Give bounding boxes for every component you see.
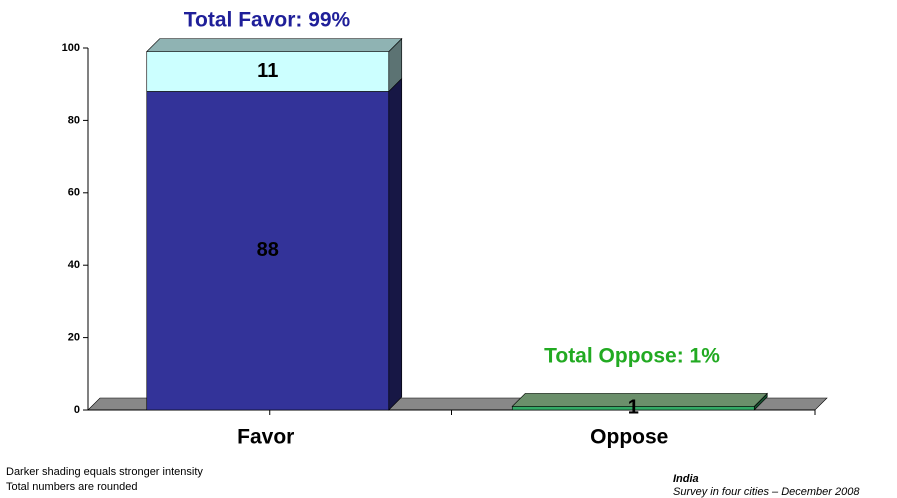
x-tick-label: Oppose — [590, 426, 668, 449]
y-tick-label: 80 — [68, 114, 80, 126]
data-label: 88 — [257, 239, 279, 261]
bar — [146, 91, 390, 411]
y-tick-label: 60 — [68, 187, 80, 199]
bar-top — [146, 38, 403, 52]
data-label: 11 — [257, 60, 278, 82]
y-tick-label: 40 — [68, 259, 80, 271]
y-tick-label: 0 — [74, 404, 80, 416]
annotation: Total Favor: 99% — [184, 9, 351, 32]
data-label: 1 — [628, 396, 639, 418]
note: Darker shading equals stronger intensity — [6, 466, 203, 478]
y-tick-label: 100 — [62, 42, 80, 54]
bar-side — [388, 77, 403, 411]
bar-top — [511, 393, 768, 407]
note: Total numbers are rounded — [6, 481, 137, 493]
source-title: India — [673, 473, 699, 485]
source-subtitle: Survey in four cities – December 2008 — [673, 486, 860, 498]
x-tick-label: Favor — [237, 426, 294, 449]
annotation: Total Oppose: 1% — [544, 345, 720, 368]
y-tick-label: 20 — [68, 332, 80, 344]
